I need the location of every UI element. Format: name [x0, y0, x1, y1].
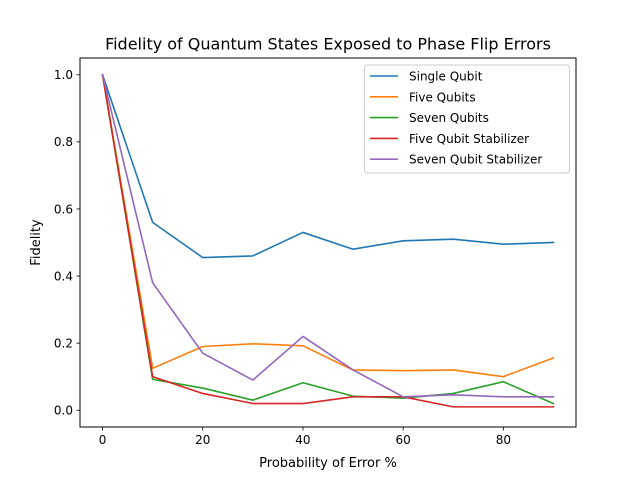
series-layer: [101, 73, 555, 408]
legend-items: Single Qubit Five Qubits Seven Qubits Five …: [370, 70, 542, 167]
y-tick-label: 0.8: [54, 135, 73, 149]
plot-area: [79, 57, 577, 428]
y-axis-ticks: 0.0 0.2 0.4 0.6 0.8 1.0: [54, 68, 80, 418]
series-line-4: [101, 73, 555, 398]
x-axis-ticks: 0 20 40 60 80: [99, 427, 511, 447]
x-tick-label: 80: [496, 433, 511, 447]
y-tick-label: 1.0: [54, 68, 73, 82]
x-tick-label: 60: [396, 433, 411, 447]
x-tick-label: 40: [295, 433, 310, 447]
x-tick-label: 20: [195, 433, 210, 447]
legend-label: Five Qubits: [409, 90, 476, 104]
y-tick-label: 0.6: [54, 202, 73, 216]
y-tick-label: 0.0: [54, 404, 73, 418]
series-line-0: [101, 73, 555, 259]
legend-label: Five Qubit Stabilizer: [409, 132, 529, 146]
axes-frame: [79, 57, 577, 428]
chart-title: Fidelity of Quantum States Exposed to Ph…: [105, 35, 551, 54]
legend-label: Single Qubit: [409, 70, 483, 84]
y-tick-label: 0.2: [54, 336, 73, 350]
series-line-2: [101, 73, 555, 405]
y-tick-label: 0.4: [54, 269, 73, 283]
legend-label: Seven Qubit Stabilizer: [409, 153, 542, 167]
series-line-3: [101, 73, 555, 408]
legend-label: Seven Qubits: [409, 111, 489, 125]
legend-frame: [364, 64, 570, 174]
y-axis-label: Fidelity: [29, 219, 44, 266]
x-axis-label: Probability of Error %: [259, 456, 397, 471]
series-line-1: [101, 73, 555, 378]
legend: Single Qubit Five Qubits Seven Qubits Five …: [364, 64, 570, 174]
x-tick-label: 0: [99, 433, 107, 447]
